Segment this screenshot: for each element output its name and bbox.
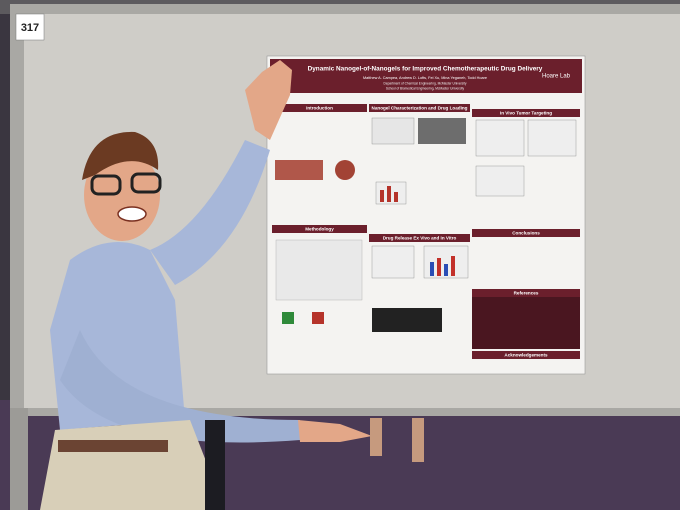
poster-affiliation: School of Biomedical Engineering, McMast…	[386, 86, 465, 90]
smile	[117, 206, 147, 222]
figure	[312, 312, 324, 324]
references-block	[472, 297, 580, 349]
section-bar	[472, 229, 580, 237]
section-title: Methodology	[305, 227, 334, 232]
pointing-arm	[60, 330, 300, 443]
figure	[475, 165, 525, 197]
badge-number: 317	[21, 22, 39, 34]
raised-hand	[245, 60, 292, 140]
section-title: Introduction	[306, 106, 333, 111]
figure	[372, 308, 442, 332]
poster-header	[270, 59, 582, 93]
poster-authors: Matthew A. Campea, Andrew D. Lofts, Fei …	[363, 76, 487, 80]
figure	[437, 258, 441, 276]
figure	[371, 117, 415, 145]
person	[40, 60, 372, 510]
section-bar	[472, 351, 580, 359]
figure	[380, 190, 384, 202]
section-title: In Vivo Tumor Targeting	[500, 111, 552, 116]
badge	[15, 13, 45, 41]
poster-affiliation: Department of Chemical Engineering, McMa…	[384, 81, 467, 85]
section-bar	[272, 104, 367, 112]
section-bar	[369, 104, 470, 112]
legs	[412, 418, 424, 462]
figure	[418, 118, 466, 144]
figure	[527, 119, 577, 157]
figure	[444, 264, 448, 276]
figure	[430, 262, 434, 276]
poster: Dynamic Nanogel-of-Nanogels for Improved…	[266, 55, 586, 375]
figure	[451, 256, 455, 276]
figure	[275, 160, 323, 180]
section-bar	[369, 234, 470, 242]
section-title: Acknowledgements	[504, 353, 548, 358]
raised-arm	[150, 140, 270, 285]
figure	[387, 186, 391, 202]
hair	[82, 131, 159, 180]
lab-logo: Hoare Lab	[542, 74, 571, 80]
figure	[335, 160, 355, 180]
glasses	[90, 174, 122, 196]
pointing-hand	[298, 420, 372, 442]
legs	[205, 420, 225, 510]
figure	[394, 192, 398, 202]
figure	[475, 119, 525, 157]
section-title: Drug Release Ex Vivo and In Vitro	[383, 236, 457, 241]
board-leg	[10, 408, 28, 510]
section-bar	[472, 109, 580, 117]
section-title: References	[514, 291, 539, 296]
glasses	[130, 172, 162, 194]
section-title: Nanogel Characterization and Drug Loadin…	[372, 106, 468, 111]
section-title: Conclusions	[512, 231, 540, 236]
section-bar	[272, 225, 367, 233]
section-bar	[472, 289, 580, 297]
figure	[275, 239, 363, 301]
belt	[58, 440, 168, 452]
figure	[371, 245, 415, 279]
legs	[370, 418, 382, 456]
poster-title: Dynamic Nanogel-of-Nanogels for Improved…	[308, 66, 543, 73]
figure	[282, 312, 294, 324]
